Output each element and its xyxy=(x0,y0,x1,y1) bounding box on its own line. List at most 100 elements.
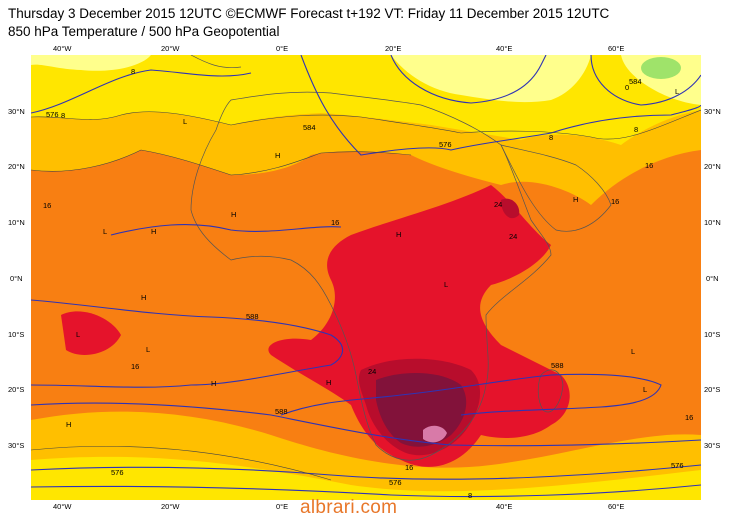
geopotential-contour-north xyxy=(300,55,701,156)
temperature-band-above-32 xyxy=(423,425,447,443)
latitude-tick: 20°S xyxy=(704,385,721,394)
geopotential-label: 588 xyxy=(246,312,259,321)
temperature-label: 16 xyxy=(611,197,620,206)
temperature-band-24-28-north xyxy=(501,198,520,219)
temperature-band-0-4 xyxy=(391,55,591,103)
longitude-tick: 0°E xyxy=(276,44,289,53)
temperature-band-20-24 xyxy=(268,185,570,467)
temperature-label: 24 xyxy=(494,200,503,209)
geopotential-contour-588-west xyxy=(31,299,343,388)
longitude-tick: 60°E xyxy=(608,44,625,53)
longitude-tick: 40°E xyxy=(496,502,513,511)
latitude-tick: 10°N xyxy=(8,218,25,227)
latitude-tick: 30°S xyxy=(704,441,721,450)
latitude-tick: 30°N xyxy=(704,107,721,116)
high-pressure-marker: H xyxy=(151,227,157,236)
temperature-label: 16 xyxy=(131,362,140,371)
latitude-tick: 20°N xyxy=(8,162,25,171)
geopotential-contour-north-west xyxy=(31,69,252,114)
temperature-band-below-0 xyxy=(641,57,681,79)
temperature-label: 0 xyxy=(625,83,630,92)
temperature-label: 16 xyxy=(405,463,414,472)
temperature-label: 16 xyxy=(685,413,694,422)
arabia-coastline xyxy=(500,144,612,232)
longitude-tick: 60°E xyxy=(608,502,625,511)
coastlines xyxy=(190,55,612,461)
high-pressure-marker: H xyxy=(326,378,332,387)
forecast-map: 576 584 576 588 588 588 576 576 576 584 … xyxy=(31,55,701,500)
high-pressure-marker: H xyxy=(211,379,217,388)
geopotential-label: 588 xyxy=(275,407,288,416)
temperature-label: 8 xyxy=(634,125,639,134)
longitude-tick: 20°W xyxy=(161,44,180,53)
latitude-tick: 10°N xyxy=(704,218,721,227)
high-pressure-marker: H xyxy=(573,195,579,204)
temperature-label: 16 xyxy=(43,201,52,210)
low-pressure-marker: L xyxy=(183,117,188,126)
latitude-tick: 0°N xyxy=(10,274,23,283)
longitude-tick: 40°W xyxy=(53,44,72,53)
geopotential-contour-north-loop xyxy=(390,55,547,104)
geopotential-label: 576 xyxy=(671,461,684,470)
geopotential-contours xyxy=(31,55,701,498)
temperature-contour-8 xyxy=(31,109,701,140)
latitude-tick: 10°S xyxy=(8,330,25,339)
temperature-band-28-32 xyxy=(376,373,467,447)
geopotential-contour-tropical xyxy=(110,224,342,236)
geopotential-label: 584 xyxy=(303,123,316,132)
low-pressure-marker: L xyxy=(675,87,680,96)
temperature-contour-south-12 xyxy=(31,445,332,481)
geopotential-label: 576 xyxy=(439,140,452,149)
temperature-band-20-24-west xyxy=(61,311,121,355)
longitude-tick: 20°W xyxy=(161,502,180,511)
longitude-tick: 40°W xyxy=(53,502,72,511)
temperature-label: 24 xyxy=(509,232,518,241)
temperature-band-0-4-east xyxy=(621,55,701,105)
temperature-contour-12 xyxy=(31,149,412,176)
temperature-contours xyxy=(31,109,701,481)
high-pressure-marker: H xyxy=(231,210,237,219)
low-pressure-marker: L xyxy=(444,280,449,289)
temperature-label: 16 xyxy=(645,161,654,170)
geopotential-contour-north-east xyxy=(590,55,701,106)
site-watermark: albrari.com xyxy=(300,497,398,518)
geopotential-label: 576 xyxy=(46,110,59,119)
longitude-tick: 40°E xyxy=(496,44,513,53)
low-pressure-marker: L xyxy=(631,347,636,356)
longitude-tick: 0°E xyxy=(276,502,289,511)
latitude-tick: 20°S xyxy=(8,385,25,394)
low-pressure-marker: L xyxy=(103,227,108,236)
high-pressure-marker: H xyxy=(396,230,402,239)
latitude-tick: 0°N xyxy=(706,274,719,283)
africa-coastline xyxy=(190,91,552,461)
latitude-tick: 30°N xyxy=(8,107,25,116)
temperature-label: 8 xyxy=(131,67,136,76)
geopotential-contour-576 xyxy=(31,464,701,480)
temperature-label: 16 xyxy=(331,218,340,227)
forecast-title: Thursday 3 December 2015 12UTC ©ECMWF Fo… xyxy=(8,6,610,21)
madagascar-coastline xyxy=(537,369,564,413)
temperature-label: 8 xyxy=(468,491,473,500)
low-pressure-marker: L xyxy=(643,385,648,394)
geopotential-label: 576 xyxy=(389,478,402,487)
temperature-label: 8 xyxy=(61,111,66,120)
latitude-tick: 20°N xyxy=(704,162,721,171)
high-pressure-marker: H xyxy=(141,293,147,302)
temperature-label: 8 xyxy=(549,133,554,142)
low-pressure-marker: L xyxy=(76,330,81,339)
latitude-tick: 10°S xyxy=(704,330,721,339)
latitude-tick: 30°S xyxy=(8,441,25,450)
geopotential-label: 576 xyxy=(111,468,124,477)
high-pressure-marker: H xyxy=(275,151,281,160)
longitude-tick: 20°E xyxy=(385,44,402,53)
temperature-label: 24 xyxy=(368,367,377,376)
geopotential-contour-south xyxy=(31,484,701,498)
forecast-subtitle: 850 hPa Temperature / 500 hPa Geopotenti… xyxy=(8,24,280,39)
low-pressure-marker: L xyxy=(146,345,151,354)
geopotential-label: 588 xyxy=(551,361,564,370)
geopotential-contour-584 xyxy=(31,402,701,447)
iberia-coastline xyxy=(190,55,242,69)
geopotential-label: 584 xyxy=(629,77,642,86)
high-pressure-marker: H xyxy=(66,420,72,429)
temperature-field xyxy=(31,55,701,500)
